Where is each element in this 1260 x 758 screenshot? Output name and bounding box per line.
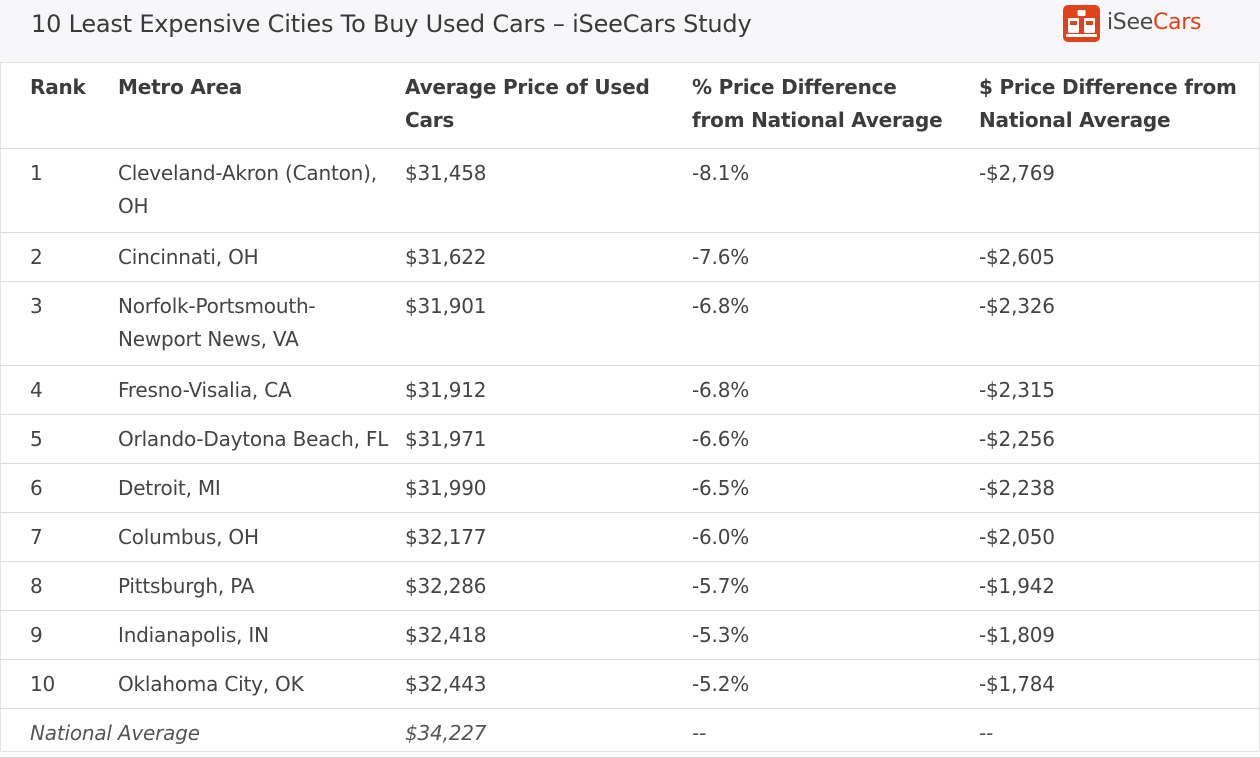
least-expensive-cities-table: Rank Metro Area Average Price of Used Ca… xyxy=(0,63,1260,758)
table-row: 1 Cleveland-Akron (Canton), OH $31,458 -… xyxy=(0,148,1260,233)
dollar-difference-cell: -$2,315 xyxy=(965,365,1260,415)
rank-cell: 9 xyxy=(0,610,104,660)
dollar-difference-cell: -$2,605 xyxy=(965,232,1260,282)
table-row: 6 Detroit, MI $31,990 -6.5% -$2,238 xyxy=(0,463,1260,513)
dollar-difference-cell: -$1,784 xyxy=(965,659,1260,709)
dollar-difference-cell: -$2,256 xyxy=(965,414,1260,464)
isee-cars-logo[interactable]: iSeeCars xyxy=(1063,4,1202,42)
average-price-cell: $32,418 xyxy=(391,610,678,660)
page-title: 10 Least Expensive Cities To Buy Used Ca… xyxy=(31,10,752,38)
average-price-cell: $31,622 xyxy=(391,232,678,282)
metro-area-cell: Cincinnati, OH xyxy=(104,232,391,282)
dollar-difference-cell: -$1,809 xyxy=(965,610,1260,660)
pct-difference-cell: -5.7% xyxy=(678,561,965,611)
rank-cell: 6 xyxy=(0,463,104,513)
dollar-difference-cell: -$1,942 xyxy=(965,561,1260,611)
table-row: 8 Pittsburgh, PA $32,286 -5.7% -$1,942 xyxy=(0,561,1260,611)
column-header-rank: Rank xyxy=(0,63,104,149)
dollar-difference-cell: -$2,326 xyxy=(965,281,1260,366)
pct-difference-cell: -6.8% xyxy=(678,281,965,366)
table-row: 7 Columbus, OH $32,177 -6.0% -$2,050 xyxy=(0,512,1260,562)
metro-area-cell: Cleveland-Akron (Canton), OH xyxy=(104,148,391,233)
metro-area-cell: Pittsburgh, PA xyxy=(104,561,391,611)
rank-cell: 4 xyxy=(0,365,104,415)
average-price-cell: $32,286 xyxy=(391,561,678,611)
rank-cell: 8 xyxy=(0,561,104,611)
pct-difference-cell: -5.2% xyxy=(678,659,965,709)
isee-cars-logo-icon xyxy=(1063,4,1100,42)
metro-area-cell: Indianapolis, IN xyxy=(104,610,391,660)
table-row: 4 Fresno-Visalia, CA $31,912 -6.8% -$2,3… xyxy=(0,365,1260,415)
column-header-pct-difference: % Price Difference from National Average xyxy=(678,63,965,149)
pct-difference-cell: -6.5% xyxy=(678,463,965,513)
dollar-difference-cell: -$2,238 xyxy=(965,463,1260,513)
rank-cell: 2 xyxy=(0,232,104,282)
column-header-metro-area: Metro Area xyxy=(104,63,391,149)
national-average-price: $34,227 xyxy=(391,708,678,758)
logo-wordmark: iSeeCars xyxy=(1107,10,1202,35)
pct-difference-cell: -7.6% xyxy=(678,232,965,282)
average-price-cell: $31,901 xyxy=(391,281,678,366)
metro-area-cell: Columbus, OH xyxy=(104,512,391,562)
average-price-cell: $31,990 xyxy=(391,463,678,513)
rank-cell: 7 xyxy=(0,512,104,562)
metro-area-cell: Norfolk-Portsmouth-Newport News, VA xyxy=(104,281,391,366)
average-price-cell: $31,912 xyxy=(391,365,678,415)
table-row: 10 Oklahoma City, OK $32,443 -5.2% -$1,7… xyxy=(0,659,1260,709)
pct-difference-cell: -8.1% xyxy=(678,148,965,233)
dollar-difference-cell: -$2,769 xyxy=(965,148,1260,233)
rank-cell: 5 xyxy=(0,414,104,464)
rank-cell: 3 xyxy=(0,281,104,366)
column-header-dollar-difference: $ Price Difference from National Average xyxy=(965,63,1260,149)
average-price-cell: $32,177 xyxy=(391,512,678,562)
rank-cell: 10 xyxy=(0,659,104,709)
table-row: 2 Cincinnati, OH $31,622 -7.6% -$2,605 xyxy=(0,232,1260,282)
card-header: 10 Least Expensive Cities To Buy Used Ca… xyxy=(0,0,1260,63)
pct-difference-cell: -6.6% xyxy=(678,414,965,464)
column-header-average-price: Average Price of Used Cars xyxy=(391,63,678,149)
dollar-difference-cell: -$2,050 xyxy=(965,512,1260,562)
national-average-pct: -- xyxy=(678,708,965,758)
pct-difference-cell: -5.3% xyxy=(678,610,965,660)
national-average-row: National Average $34,227 -- -- xyxy=(0,708,1260,758)
metro-area-cell: Fresno-Visalia, CA xyxy=(104,365,391,415)
national-average-label: National Average xyxy=(0,708,391,758)
pct-difference-cell: -6.8% xyxy=(678,365,965,415)
table-row: 9 Indianapolis, IN $32,418 -5.3% -$1,809 xyxy=(0,610,1260,660)
metro-area-cell: Oklahoma City, OK xyxy=(104,659,391,709)
metro-area-cell: Orlando-Daytona Beach, FL xyxy=(104,414,391,464)
table-row: 5 Orlando-Daytona Beach, FL $31,971 -6.6… xyxy=(0,414,1260,464)
pct-difference-cell: -6.0% xyxy=(678,512,965,562)
national-average-dollar: -- xyxy=(965,708,1260,758)
metro-area-cell: Detroit, MI xyxy=(104,463,391,513)
average-price-cell: $31,458 xyxy=(391,148,678,233)
table-header-row: Rank Metro Area Average Price of Used Ca… xyxy=(0,63,1260,149)
rank-cell: 1 xyxy=(0,148,104,233)
average-price-cell: $32,443 xyxy=(391,659,678,709)
average-price-cell: $31,971 xyxy=(391,414,678,464)
table-row: 3 Norfolk-Portsmouth-Newport News, VA $3… xyxy=(0,281,1260,366)
